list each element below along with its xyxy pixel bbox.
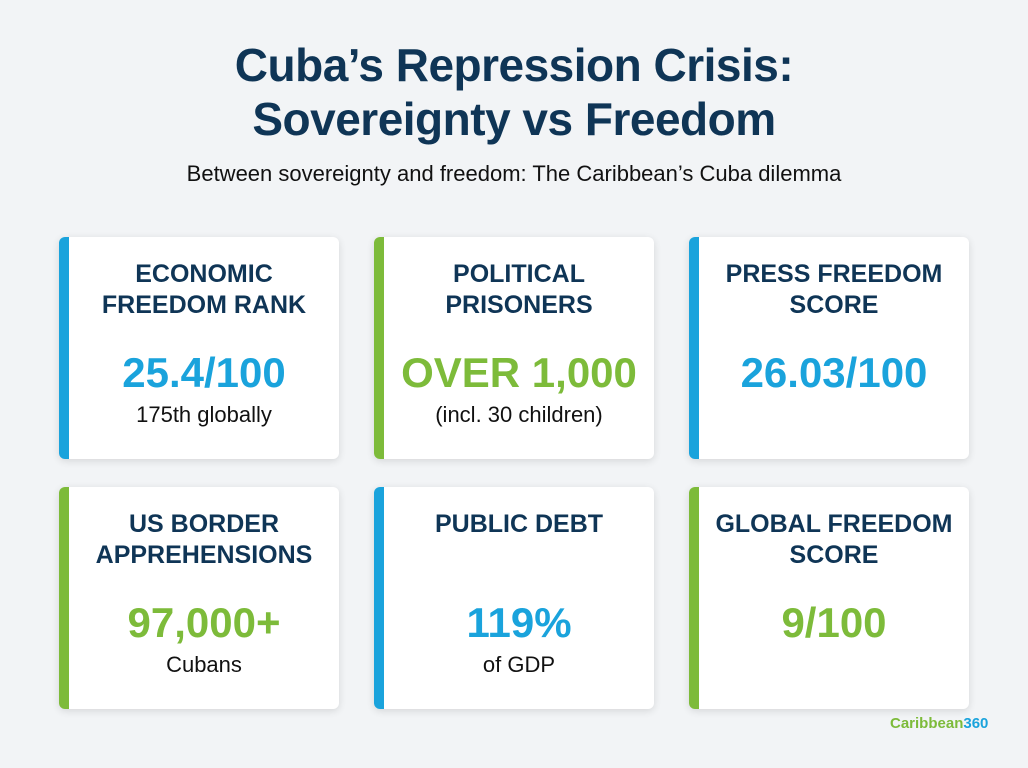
card-label-line-2: APPREHENSIONS (95, 541, 313, 569)
title-line-2: Sovereignty vs Freedom (252, 93, 776, 145)
card-note: (incl. 30 children) (435, 402, 603, 427)
stat-card-border-apprehensions: US BORDER APPREHENSIONS 97,000+ Cubans (59, 487, 339, 709)
card-label-line-2: SCORE (789, 291, 879, 319)
card-label: ECONOMIC FREEDOM RANK (69, 259, 339, 321)
card-label-line-1: GLOBAL FREEDOM (715, 510, 953, 538)
card-label: GLOBAL FREEDOM SCORE (699, 509, 969, 571)
stat-card-global-freedom: GLOBAL FREEDOM SCORE 9/100 (689, 487, 969, 709)
card-value: 97,000+ (127, 599, 281, 646)
page-title: Cuba’s Repression Crisis: Sovereignty vs… (0, 38, 1028, 146)
card-label-line-1: US BORDER (128, 510, 279, 538)
card-accent-bar (689, 487, 699, 709)
card-accent-bar (374, 487, 384, 709)
card-value: OVER 1,000 (401, 349, 637, 396)
stat-card-political-prisoners: POLITICAL PRISONERS OVER 1,000 (incl. 30… (374, 237, 654, 459)
brand-logo: Caribbean360 (890, 715, 988, 732)
card-value: 26.03/100 (740, 349, 928, 396)
card-label-line-1: ECONOMIC (135, 260, 273, 288)
card-label: PUBLIC DEBT (384, 509, 654, 540)
card-label-line-1: POLITICAL (453, 260, 585, 288)
card-label-line-2: PRISONERS (445, 291, 593, 319)
card-accent-bar (689, 237, 699, 459)
card-label-line-2: FREEDOM RANK (101, 291, 307, 319)
card-accent-bar (374, 237, 384, 459)
card-note: 175th globally (136, 402, 272, 427)
logo-text-part-1: Caribbean (890, 715, 964, 732)
card-note: of GDP (482, 652, 556, 677)
card-label-line-2: SCORE (789, 541, 879, 569)
card-note: Cubans (166, 652, 242, 677)
card-accent-bar (59, 237, 69, 459)
card-value: 9/100 (781, 599, 887, 646)
stat-card-public-debt: PUBLIC DEBT 119% of GDP (374, 487, 654, 709)
card-value: 119% (466, 599, 572, 646)
card-label-line-1: PRESS FREEDOM (725, 260, 943, 288)
stat-card-economic-freedom: ECONOMIC FREEDOM RANK 25.4/100 175th glo… (59, 237, 339, 459)
card-label: US BORDER APPREHENSIONS (69, 509, 339, 571)
page-subtitle: Between sovereignty and freedom: The Car… (186, 161, 842, 186)
title-line-1: Cuba’s Repression Crisis: (234, 39, 794, 91)
stat-card-press-freedom: PRESS FREEDOM SCORE 26.03/100 (689, 237, 969, 459)
card-accent-bar (59, 487, 69, 709)
card-label-line-1: PUBLIC DEBT (434, 510, 604, 538)
card-value: 25.4/100 (122, 349, 286, 396)
card-label: POLITICAL PRISONERS (384, 259, 654, 321)
card-label: PRESS FREEDOM SCORE (699, 259, 969, 321)
logo-text-part-2: 360 (963, 715, 989, 732)
